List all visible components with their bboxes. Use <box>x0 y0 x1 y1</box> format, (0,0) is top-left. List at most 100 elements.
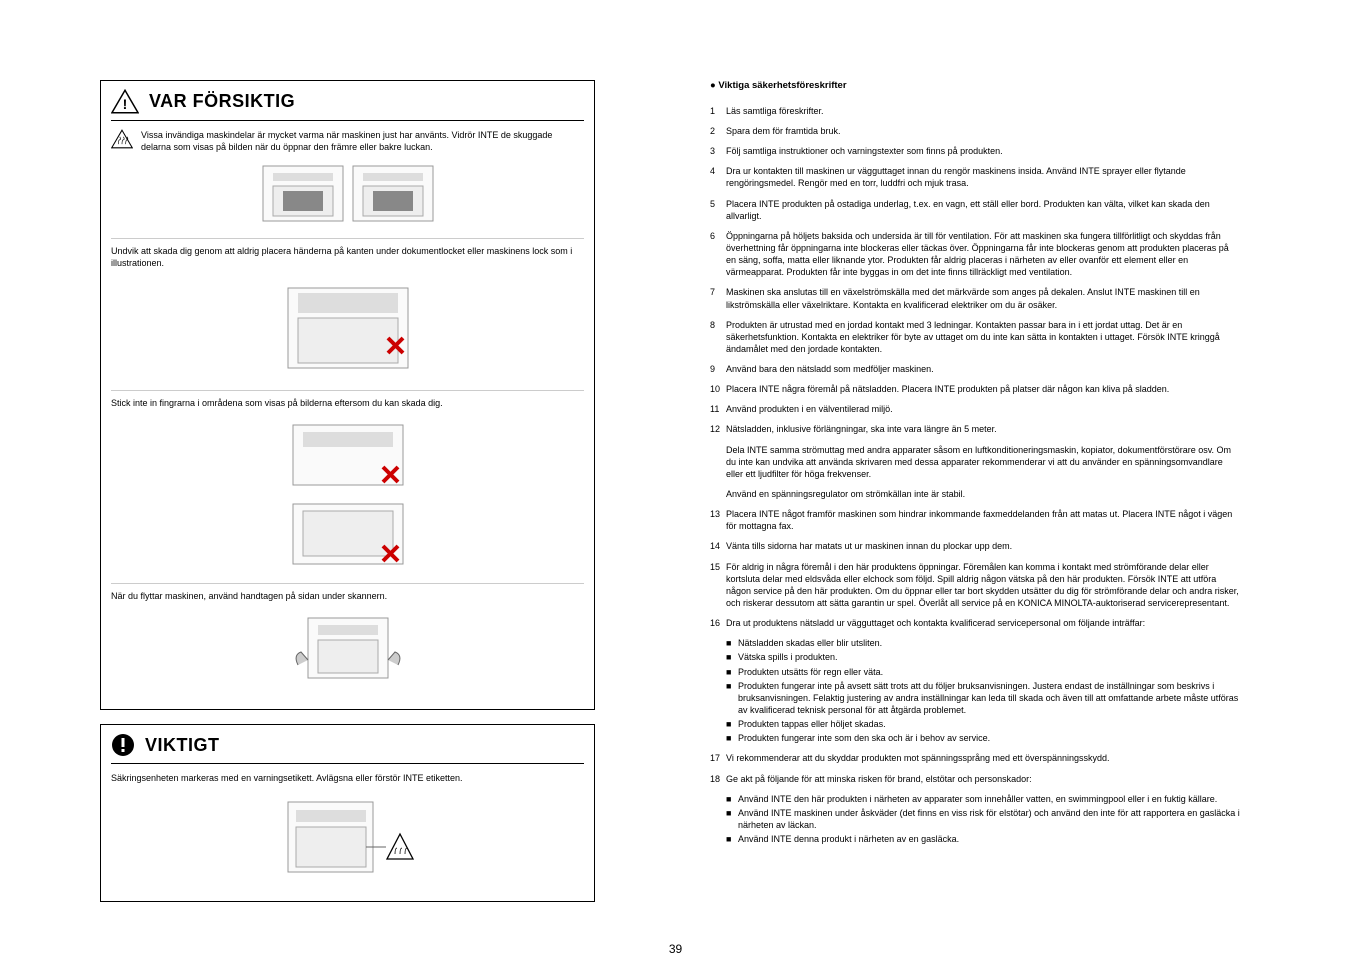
list-item: 5Placera INTE produkten på ostadiga unde… <box>710 198 1240 222</box>
caution-img4 <box>111 610 584 685</box>
bullet-marker: ■ <box>726 807 738 831</box>
left-column: ! VAR FÖRSIKTIG Vissa invändiga maskinde… <box>100 80 595 916</box>
caution-p4: När du flyttar maskinen, använd handtage… <box>111 590 584 602</box>
sub12a: Dela INTE samma strömuttag med andra app… <box>726 444 1240 480</box>
item-text: Dra ut produktens nätsladd ur vägguttage… <box>726 617 1240 629</box>
item-text: Maskinen ska anslutas till en växelström… <box>726 286 1240 310</box>
bullet-marker: ■ <box>726 732 738 744</box>
bullet-item: ■Produkten fungerar inte på avsett sätt … <box>726 680 1240 716</box>
list-item: 16Dra ut produktens nätsladd ur väggutta… <box>710 617 1240 629</box>
sub12b: Använd en spänningsregulator om strömkäl… <box>726 488 1240 500</box>
item-text: Placera INTE något framför maskinen som … <box>726 508 1240 532</box>
item-number: 12 <box>710 423 726 435</box>
bullet-item: ■Produkten fungerar inte som den ska och… <box>726 732 1240 744</box>
item-text: Öppningarna på höljets baksida och under… <box>726 230 1240 279</box>
bullet-marker: ■ <box>726 637 738 649</box>
item-text: Använd produkten i en välventilerad milj… <box>726 403 1240 415</box>
list-item: 2Spara dem för framtida bruk. <box>710 125 1240 137</box>
item-number: 15 <box>710 561 726 610</box>
item-number: 16 <box>710 617 726 629</box>
bullet-marker: ■ <box>726 833 738 845</box>
bullet-text: Använd INTE denna produkt i närheten av … <box>738 833 1240 845</box>
list-item: 12Nätsladden, inklusive förlängningar, s… <box>710 423 1240 435</box>
bullet-item: ■Nätsladden skadas eller blir utsliten. <box>726 637 1240 649</box>
caution-title: VAR FÖRSIKTIG <box>149 89 295 113</box>
bullet-item: ■Använd INTE maskinen under åskväder (de… <box>726 807 1240 831</box>
caution-img2 <box>111 278 584 378</box>
warning-triangle-icon: ! <box>111 89 139 114</box>
item-number: 11 <box>710 403 726 415</box>
important-circle-icon <box>111 733 135 757</box>
caution-p2: Undvik att skada dig genom att aldrig pl… <box>111 245 584 269</box>
bullet-text: Produkten fungerar inte som den ska och … <box>738 732 1240 744</box>
bullet-text: Nätsladden skadas eller blir utsliten. <box>738 637 1240 649</box>
list-item: 10Placera INTE några föremål på nätsladd… <box>710 383 1240 395</box>
bullet-text: Produkten fungerar inte på avsett sätt t… <box>738 680 1240 716</box>
bullet-text: Använd INTE den här produkten i närheten… <box>738 793 1240 805</box>
item-text: Spara dem för framtida bruk. <box>726 125 1240 137</box>
caution-p3: Stick inte in fingrarna i områdena som v… <box>111 397 584 409</box>
item-number: 3 <box>710 145 726 157</box>
list-item: 3Följ samtliga instruktioner och varning… <box>710 145 1240 157</box>
bullet-item: ■Produkten utsätts för regn eller väta. <box>726 666 1240 678</box>
item-number: 7 <box>710 286 726 310</box>
item-number: 6 <box>710 230 726 279</box>
list-item: 15För aldrig in några föremål i den här … <box>710 561 1240 610</box>
item-number: 9 <box>710 363 726 375</box>
caution-sub1: Vissa invändiga maskindelar är mycket va… <box>111 129 584 153</box>
bullets-16: ■Nätsladden skadas eller blir utsliten.■… <box>726 637 1240 744</box>
page-number: 39 <box>100 941 1251 957</box>
item-text: Nätsladden, inklusive förlängningar, ska… <box>726 423 1240 435</box>
list-item: 9Använd bara den nätsladd som medföljer … <box>710 363 1240 375</box>
safety-list-1: 1Läs samtliga föreskrifter. 2Spara dem fö… <box>710 105 1240 436</box>
item-text: Ge akt på följande för att minska risken… <box>726 773 1240 785</box>
item-text: Använd bara den nätsladd som medföljer m… <box>726 363 1240 375</box>
bullet-marker: ■ <box>726 718 738 730</box>
list-item: 14Vänta tills sidorna har matats ut ur m… <box>710 540 1240 552</box>
item-number: 5 <box>710 198 726 222</box>
list-item: 11Använd produkten i en välventilerad mi… <box>710 403 1240 415</box>
list-item: 7Maskinen ska anslutas till en växelströ… <box>710 286 1240 310</box>
item-text: Följ samtliga instruktioner och varnings… <box>726 145 1240 157</box>
item-text: Vi rekommenderar att du skyddar produkte… <box>726 752 1240 764</box>
item-text: Dra ur kontakten till maskinen ur väggut… <box>726 165 1240 189</box>
bullet-marker: ■ <box>726 680 738 716</box>
bullet-marker: ■ <box>726 793 738 805</box>
list-item: 13Placera INTE något framför maskinen so… <box>710 508 1240 532</box>
caution-header: ! VAR FÖRSIKTIG <box>111 89 584 121</box>
bullet-text: Produkten tappas eller höljet skadas. <box>738 718 1240 730</box>
list-item: 4Dra ur kontakten till maskinen ur väggu… <box>710 165 1240 189</box>
bullet-item: ■Produkten tappas eller höljet skadas. <box>726 718 1240 730</box>
item-number: 10 <box>710 383 726 395</box>
caution-box: ! VAR FÖRSIKTIG Vissa invändiga maskinde… <box>100 80 595 710</box>
important-header: VIKTIGT <box>111 733 584 764</box>
safety-list-2: 13Placera INTE något framför maskinen so… <box>710 508 1240 629</box>
bullets-18: ■Använd INTE den här produkten i närhete… <box>726 793 1240 846</box>
bullet-marker: ■ <box>726 651 738 663</box>
item-number: 2 <box>710 125 726 137</box>
bullet-marker: ■ <box>726 666 738 678</box>
item-number: 18 <box>710 773 726 785</box>
page-columns: ! VAR FÖRSIKTIG Vissa invändiga maskinde… <box>100 80 1251 916</box>
right-header: ● Viktiga säkerhetsföreskrifter <box>710 80 1240 93</box>
list-item: 1Läs samtliga föreskrifter. <box>710 105 1240 117</box>
item-number: 14 <box>710 540 726 552</box>
bullet-text: Använd INTE maskinen under åskväder (det… <box>738 807 1240 831</box>
bullet-item: ■Använd INTE den här produkten i närhete… <box>726 793 1240 805</box>
important-img <box>111 792 584 877</box>
item-number: 13 <box>710 508 726 532</box>
important-box: VIKTIGT Säkringsenheten markeras med en … <box>100 724 595 902</box>
bullet-text: Vätska spills i produkten. <box>738 651 1240 663</box>
bullet-item: ■Vätska spills i produkten. <box>726 651 1240 663</box>
important-p1: Säkringsenheten markeras med en varnings… <box>111 772 584 784</box>
item-text: Placera INTE några föremål på nätsladden… <box>726 383 1240 395</box>
important-title: VIKTIGT <box>145 733 220 757</box>
hot-surface-icon <box>111 129 133 149</box>
bullet-item: ■Använd INTE denna produkt i närheten av… <box>726 833 1240 845</box>
caution-img1 <box>111 161 584 226</box>
item-text: Läs samtliga föreskrifter. <box>726 105 1240 117</box>
caution-img3 <box>111 417 584 571</box>
item-number: 8 <box>710 319 726 355</box>
caution-p1: Vissa invändiga maskindelar är mycket va… <box>141 129 584 153</box>
bullet-text: Produkten utsätts för regn eller väta. <box>738 666 1240 678</box>
